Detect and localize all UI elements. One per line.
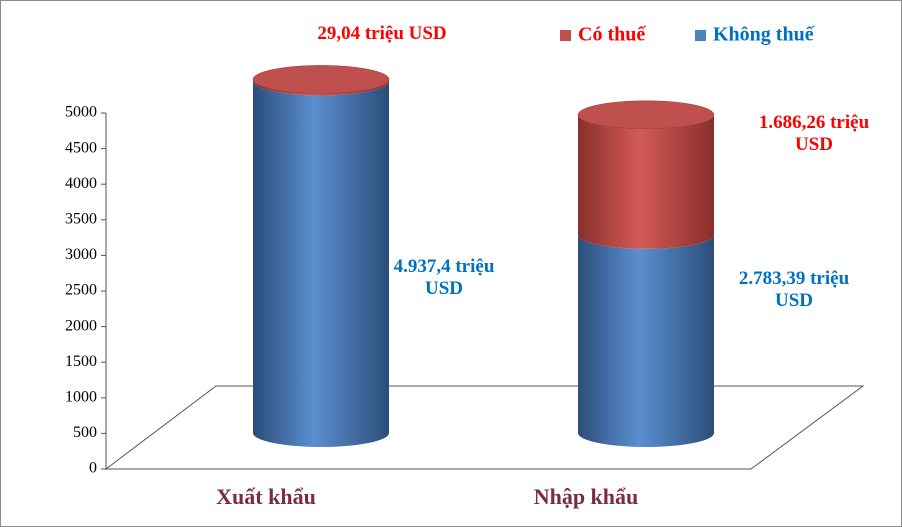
y-tick-label: 4000	[65, 175, 97, 192]
y-tick-label: 2000	[65, 317, 97, 334]
y-tick-label: 500	[73, 424, 97, 441]
y-tick-label: 0	[89, 460, 97, 477]
value-label: 1.686,26 triệu USD	[758, 112, 870, 155]
legend-swatch	[695, 30, 706, 41]
y-tick-label: 3500	[65, 210, 97, 227]
floor	[104, 385, 865, 470]
y-tick-label: 1000	[65, 388, 97, 405]
y-tick-label: 3000	[65, 246, 97, 263]
legend-label: Có thuế	[578, 24, 646, 46]
value-label: 29,04 triệu USD	[317, 23, 447, 44]
y-tick-label: 1500	[65, 353, 97, 370]
legend-label: Không thuế	[713, 24, 815, 46]
x-tick-label: Nhập khẩu	[534, 484, 639, 509]
y-tick-label: 5000	[65, 104, 97, 121]
y-tick-label: 4500	[65, 139, 97, 156]
cylinder-segment	[578, 114, 714, 249]
x-tick-label: Xuất khẩu	[216, 484, 316, 509]
cylinder-top	[577, 100, 715, 130]
value-label: 4.937,4 triệu USD	[393, 256, 495, 299]
cylinder-segment	[578, 234, 714, 447]
y-tick-label: 2500	[65, 282, 97, 299]
cylinder-top	[252, 65, 390, 94]
cylinder-segment	[253, 81, 389, 447]
value-label: 2.783,39 triệu USD	[738, 268, 850, 311]
legend-swatch	[560, 30, 571, 41]
